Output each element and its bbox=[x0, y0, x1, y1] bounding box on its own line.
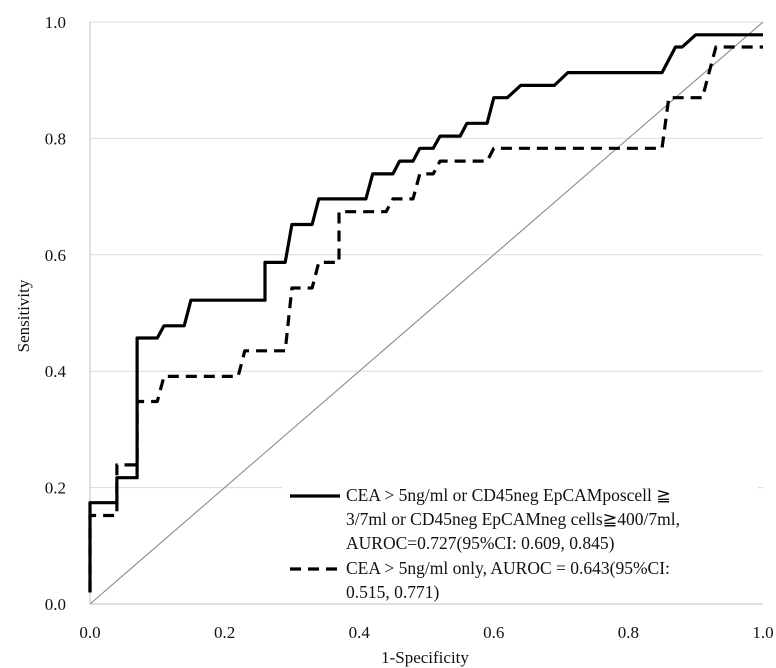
series-lines bbox=[88, 33, 763, 593]
y-axis-label: Sensitivity bbox=[14, 279, 33, 352]
y-tick-label-2: 0.4 bbox=[45, 362, 67, 381]
legend-label-1-line-2: 3/7ml or CD45neg EpCAMneg cells≧400/7ml, bbox=[346, 509, 680, 529]
x-tick-label-2: 0.4 bbox=[349, 623, 371, 642]
series-line-2 bbox=[88, 45, 763, 593]
legend-label-1-line-3: AUROC=0.727(95%CI: 0.609, 0.845) bbox=[346, 533, 615, 553]
x-tick-label-4: 0.8 bbox=[618, 623, 639, 642]
x-tick-label-0: 0.0 bbox=[79, 623, 100, 642]
legend-label-2-line-2: 0.515, 0.771) bbox=[346, 582, 440, 602]
x-axis-label: 1-Specificity bbox=[381, 648, 469, 667]
y-tick-label-0: 0.0 bbox=[45, 595, 66, 614]
x-tick-label-1: 0.2 bbox=[214, 623, 235, 642]
x-tick-label-3: 0.6 bbox=[483, 623, 504, 642]
legend: CEA > 5ng/ml or CD45neg EpCAMposcell ≧ 3/… bbox=[282, 479, 758, 602]
y-tick-label-5: 1.0 bbox=[45, 13, 66, 32]
y-tick-label-1: 0.2 bbox=[45, 479, 66, 498]
legend-label-1-line-1: CEA > 5ng/ml or CD45neg EpCAMposcell ≧ bbox=[346, 485, 671, 505]
y-tick-label-3: 0.6 bbox=[45, 246, 66, 265]
x-tick-label-5: 1.0 bbox=[752, 623, 773, 642]
y-tick-label-4: 0.8 bbox=[45, 129, 66, 148]
grid-lines bbox=[90, 21, 763, 489]
legend-background bbox=[282, 479, 758, 602]
legend-label-2-line-1: CEA > 5ng/ml only, AUROC = 0.643(95%CI: bbox=[346, 558, 670, 578]
tick-labels: 0.0 0.2 0.4 0.6 0.8 1.0 0.0 0.2 0.4 0.6 0.8 1.0 bbox=[45, 13, 774, 642]
series-line-1 bbox=[88, 33, 763, 593]
reference-diagonal-line bbox=[89, 21, 764, 605]
